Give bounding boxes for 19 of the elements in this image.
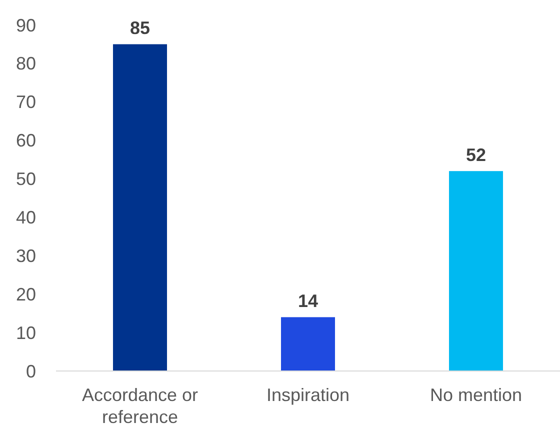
y-tick-label: 20 [16,284,36,304]
x-tick-label: No mention [430,385,522,405]
y-tick-label: 60 [16,130,36,151]
bar [281,317,335,371]
x-tick-label: Inspiration [266,385,350,405]
y-tick-label: 90 [16,15,36,36]
x-tick-label: Accordance or reference [82,385,198,427]
y-tick-label: 10 [16,322,36,343]
y-tick-label: 30 [16,246,36,266]
data-label: 14 [298,291,318,312]
bar [449,171,503,371]
data-label: 52 [466,145,486,166]
bar [113,44,167,371]
y-tick-label: 0 [26,361,36,382]
y-tick-label: 80 [16,54,36,74]
y-tick-label: 40 [16,208,36,228]
data-label: 85 [130,18,150,38]
y-tick-label: 70 [16,92,36,112]
y-tick-label: 50 [16,169,36,190]
